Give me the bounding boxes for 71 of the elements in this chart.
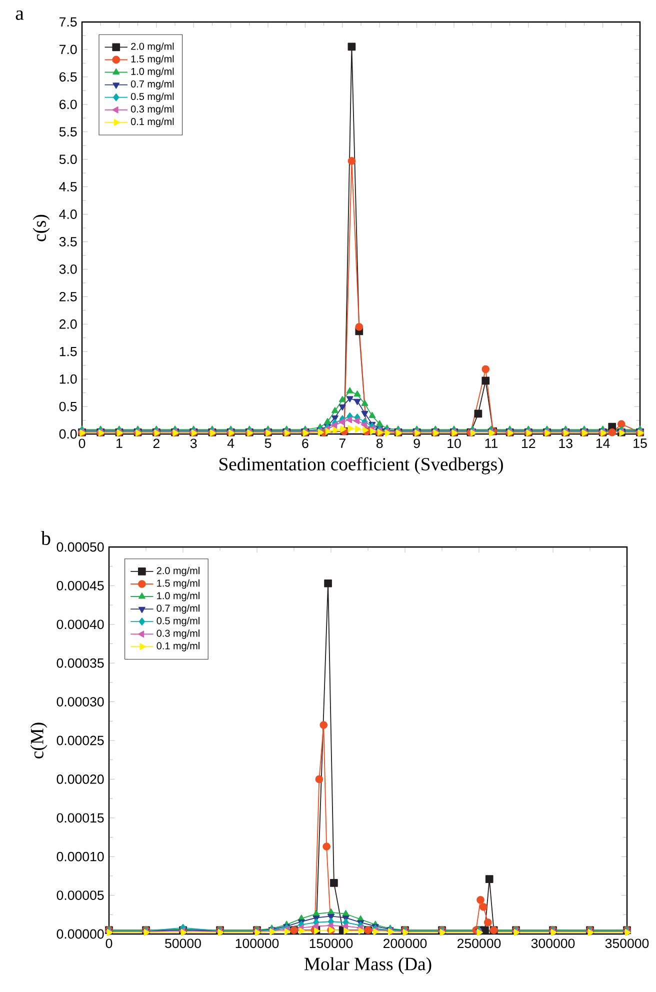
y-tick-label: 7.5 (60, 17, 77, 27)
y-tick-label: 0.00035 (56, 658, 104, 668)
x-tick-label: 0 (78, 438, 86, 448)
x-tick-label: 50000 (165, 938, 201, 948)
x-axis-title: Sedimentation coefficient (Svedbergs) (220, 457, 503, 474)
x-tick-label: 350000 (605, 938, 649, 948)
y-axis-title: c(M) (30, 722, 48, 758)
y-tick-label: 0.00000 (56, 929, 104, 939)
y-tick-label: 0.00020 (56, 774, 104, 784)
y-tick-label: 3.5 (59, 237, 77, 246)
y-tick-label: 6.0 (60, 100, 77, 110)
legend-label: 0.7 mg/ml (130, 80, 174, 90)
legend-label: 0.3 mg/ml (156, 630, 200, 639)
x-tick-label: 1 (116, 438, 122, 448)
x-tick-label: 8 (376, 438, 383, 448)
x-tick-label: 10 (448, 438, 461, 448)
y-tick-label: 3.0 (59, 264, 77, 274)
legend-label: 1.0 mg/ml (131, 68, 174, 77)
y-tick-label: 0.00005 (56, 890, 104, 900)
y-tick-label: 5.5 (59, 127, 77, 136)
legend-label: 2.0 mg/ml (131, 42, 174, 52)
y-tick-label: 0.00045 (56, 581, 104, 590)
x-tick-label: 7 (339, 438, 346, 448)
x-tick-label: 13 (559, 438, 572, 448)
y-tick-label: 0.00030 (56, 697, 104, 706)
x-tick-label: 11 (485, 438, 498, 448)
y-axis-title: c(s) (32, 214, 50, 242)
legend-label: 0.5 mg/ml (156, 616, 200, 626)
x-axis-title: Molar Mass (Da) (304, 957, 432, 974)
x-tick-label: 14 (596, 438, 610, 448)
y-tick-label: 0.00050 (56, 542, 104, 552)
legend-label: 0.7 mg/ml (156, 604, 200, 614)
x-tick-label: 250000 (458, 938, 501, 948)
x-tick-label: 200000 (384, 938, 427, 948)
legend-label: 2.0 mg/ml (156, 566, 200, 576)
x-tick-label: 300000 (531, 938, 575, 948)
y-tick-label: 0.00040 (56, 620, 104, 630)
y-tick-label: 2.0 (60, 319, 77, 329)
y-tick-label: 1.0 (60, 374, 77, 384)
y-tick-label: 1.5 (60, 346, 77, 356)
legend-label: 1.5 mg/ml (157, 579, 200, 589)
y-tick-label: 6.5 (60, 72, 77, 82)
chart-title: b (41, 530, 50, 545)
y-tick-label: 7.0 (60, 44, 77, 54)
legend-label: 0.5 mg/ml (130, 92, 174, 102)
legend-label: 0.3 mg/ml (130, 105, 174, 115)
x-tick-label: 2 (153, 438, 160, 448)
y-tick-label: 0.00015 (56, 813, 104, 823)
x-tick-label: 15 (634, 438, 647, 448)
x-tick-label: 12 (522, 438, 536, 448)
x-tick-label: 3 (190, 438, 197, 448)
y-tick-label: 0.5 (59, 402, 77, 412)
chart-title: a (16, 10, 24, 20)
y-tick-label: 0.0 (59, 429, 77, 439)
y-tick-label: 2.5 (60, 292, 77, 302)
x-tick-label: 4 (227, 438, 234, 448)
y-tick-label: 0.00025 (56, 736, 104, 746)
y-tick-label: 4.5 (59, 182, 77, 192)
legend-label: 0.1 mg/ml (130, 118, 174, 128)
x-tick-label: 100000 (236, 938, 279, 948)
x-tick-label: 0 (106, 938, 112, 948)
y-tick-label: 0.00010 (56, 852, 104, 862)
x-tick-label: 150000 (310, 938, 353, 948)
legend-label: 1.5 mg/ml (131, 55, 174, 64)
x-tick-label: 5 (264, 438, 272, 448)
y-tick-label: 5.0 (59, 154, 77, 164)
legend-label: 0.1 mg/ml (156, 642, 200, 652)
x-tick-label: 6 (302, 438, 308, 448)
y-tick-label: 4.0 (59, 210, 77, 219)
x-tick-label: 9 (414, 438, 420, 448)
legend-label: 1.0 mg/ml (157, 592, 200, 602)
